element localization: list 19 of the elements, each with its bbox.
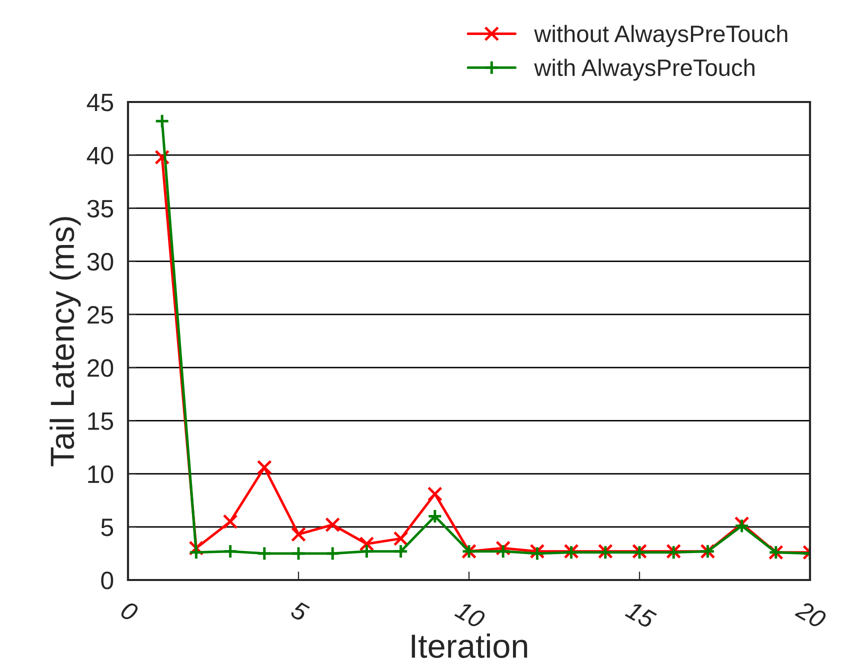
y-tick-label: 15 bbox=[88, 412, 114, 430]
y-tick-label: 5 bbox=[101, 518, 114, 536]
y-tick-label: 20 bbox=[88, 359, 114, 377]
x-tick-label: 20 bbox=[794, 600, 828, 630]
y-tick-label: 35 bbox=[87, 200, 114, 218]
x-axis-title: Iteration bbox=[412, 634, 528, 658]
legend-label: with AlwaysPreTouch bbox=[534, 58, 754, 81]
y-tick-label: 0 bbox=[101, 572, 114, 590]
y-tick-label: 40 bbox=[86, 146, 114, 164]
y-axis-title: Tail Latency (ms) bbox=[50, 217, 81, 466]
y-tick-label: 30 bbox=[87, 252, 114, 271]
x-tick-label: 5 bbox=[290, 600, 310, 622]
y-tick-label: 10 bbox=[88, 465, 114, 484]
legend-label: without AlwaysPreTouch bbox=[534, 24, 788, 47]
y-tick-label: 25 bbox=[88, 306, 114, 324]
x-tick-label: 0 bbox=[120, 600, 140, 622]
y-tick-label: 45 bbox=[86, 94, 114, 112]
x-tick-label: 10 bbox=[454, 600, 486, 630]
x-tick-label: 15 bbox=[624, 600, 657, 630]
